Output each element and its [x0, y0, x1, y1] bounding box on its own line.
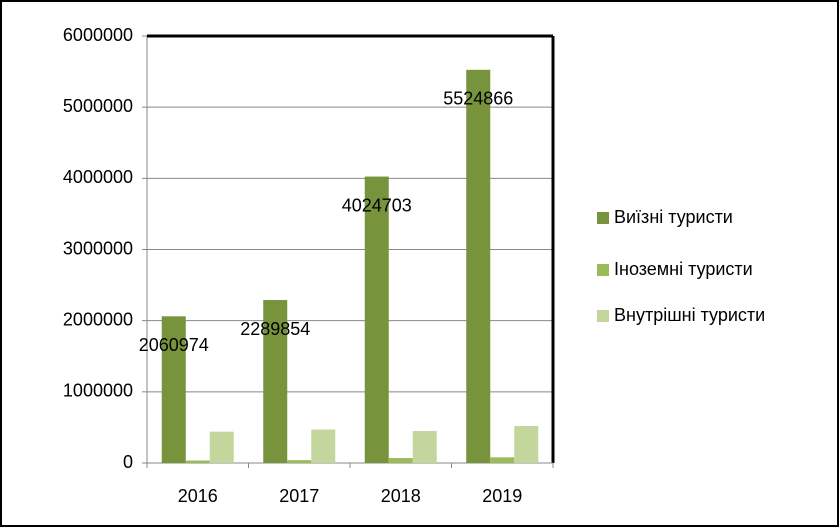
legend-swatch — [597, 264, 609, 276]
x-tick-label: 2018 — [381, 486, 421, 506]
data-label: 2289854 — [240, 319, 310, 339]
bar — [412, 430, 437, 463]
bar — [287, 460, 312, 463]
legend-label: Іноземні туристи — [614, 259, 753, 279]
bar — [388, 458, 413, 463]
y-tick-label: 5000000 — [63, 96, 133, 116]
data-label: 2060974 — [139, 335, 209, 355]
x-tick-label: 2019 — [482, 486, 522, 506]
x-tick-label: 2017 — [279, 486, 319, 506]
bar — [209, 431, 234, 463]
y-tick-label: 3000000 — [63, 238, 133, 258]
bar — [364, 176, 389, 463]
y-tick-label: 6000000 — [63, 25, 133, 45]
bar — [490, 457, 515, 463]
legend-swatch — [597, 310, 609, 322]
legend-label: Виїзні туристи — [614, 207, 733, 227]
bar — [161, 316, 186, 463]
y-tick-label: 1000000 — [63, 381, 133, 401]
legend-swatch — [597, 212, 609, 224]
y-tick-label: 0 — [123, 452, 133, 472]
y-tick-label: 2000000 — [63, 309, 133, 329]
x-tick-label: 2016 — [178, 486, 218, 506]
bar — [263, 300, 288, 463]
y-tick-label: 4000000 — [63, 167, 133, 187]
data-label: 4024703 — [342, 195, 412, 215]
bar — [185, 460, 210, 463]
data-label: 5524866 — [443, 89, 513, 109]
legend-label: Внутрішні туристи — [614, 305, 765, 325]
bar — [466, 69, 491, 463]
bar — [514, 425, 539, 463]
bar — [311, 429, 336, 463]
